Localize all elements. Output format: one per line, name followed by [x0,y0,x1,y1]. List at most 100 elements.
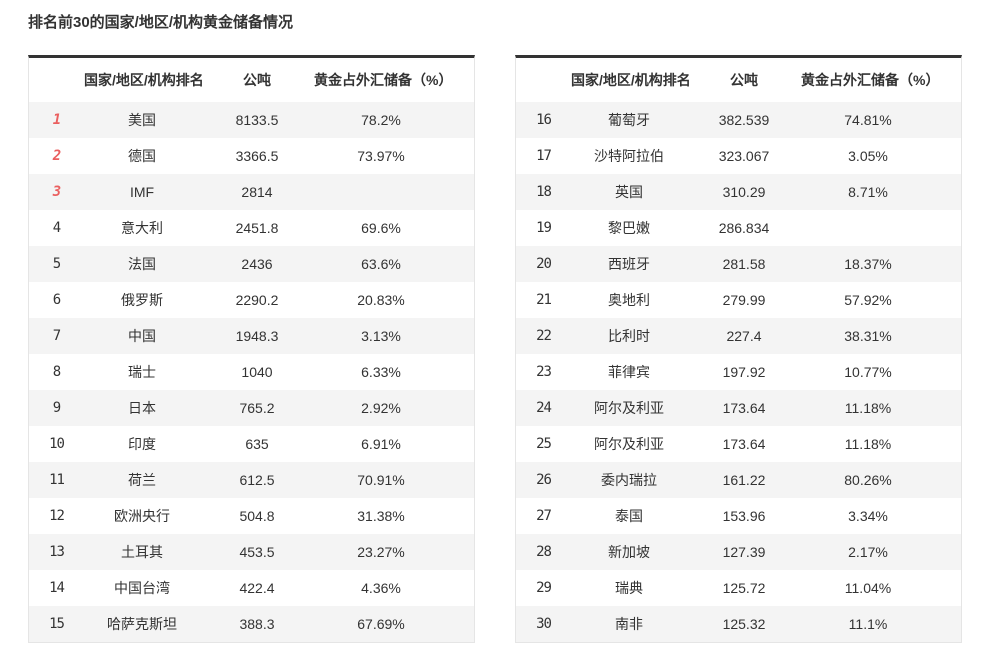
rank-cell: 23 [536,364,552,380]
percent-cell: 38.31% [801,318,961,354]
country-cell: 阿尔及利亚 [571,390,687,426]
rank-cell: 24 [516,390,571,426]
rank-cell: 30 [516,606,571,642]
rank-cell: 26 [516,462,571,498]
tonnes-cell: 8133.5 [200,102,314,138]
tonnes-cell: 227.4 [687,318,801,354]
tables-container: 国家/地区/机构排名 公吨 黄金占外汇储备（%） 1 美国 8133.5 78.2% 2 德国… [28,55,962,643]
rank-cell: 3 [29,174,84,210]
tonnes-cell: 127.39 [687,534,801,570]
percent-cell [801,210,961,246]
country-cell: 瑞士 [128,364,156,380]
percent-cell [314,174,474,210]
table-row: 18 英国 310.29 8.71% [516,174,961,210]
tonnes-cell: 635 [245,436,269,452]
rank-cell: 11 [29,462,84,498]
tonnes-cell: 197.92 [722,364,766,380]
country-cell: 瑞典 [615,580,643,596]
country-cell: 菲律宾 [608,364,650,380]
percent-cell: 2.17% [801,534,961,570]
column-header-share: 黄金占外汇储备（%） [314,58,474,102]
rank-cell: 27 [536,508,552,524]
country-cell: 英国 [571,174,687,210]
table-row: 14 中国台湾 422.4 4.36% [29,570,474,606]
percent-cell: 11.18% [844,436,892,452]
column-header-name: 国家/地区/机构排名 [571,58,691,102]
rank-cell: 10 [49,436,65,452]
percent-cell: 70.91% [314,462,474,498]
rank-cell: 2 [52,148,61,164]
table-row: 2 德国 3366.5 73.97% [29,138,474,174]
column-header-name: 国家/地区/机构排名 [84,58,204,102]
table-row: 17 沙特阿拉伯 323.067 3.05% [516,138,961,174]
tonnes-cell: 2290.2 [235,292,279,308]
tonnes-cell: 504.8 [239,508,275,524]
country-cell: 中国台湾 [114,580,170,596]
country-cell: 奥地利 [608,292,650,308]
column-header-rank [29,58,84,102]
table-row: 28 新加坡 127.39 2.17% [516,534,961,570]
percent-cell: 31.38% [357,508,405,524]
table-row: 4 意大利 2451.8 69.6% [29,210,474,246]
tonnes-cell: 161.22 [687,462,801,498]
rank-cell: 1 [29,102,84,138]
rank-cell: 29 [536,580,552,596]
table-row: 13 土耳其 453.5 23.27% [29,534,474,570]
tonnes-cell: 2436 [200,246,314,282]
percent-cell: 10.77% [844,364,892,380]
page-title: 排名前30的国家/地区/机构黄金储备情况 [28,14,294,31]
country-cell: 意大利 [121,220,163,236]
percent-cell: 3.05% [848,148,888,164]
rank-cell: 7 [29,318,84,354]
percent-cell: 78.2% [314,102,474,138]
country-cell: 中国 [84,318,200,354]
percent-cell: 3.13% [314,318,474,354]
percent-cell: 6.33% [361,364,401,380]
tonnes-cell: 453.5 [200,534,314,570]
country-cell: 泰国 [615,508,643,524]
rank-cell: 14 [49,580,65,596]
table-row: 24 阿尔及利亚 173.64 11.18% [516,390,961,426]
tonnes-cell: 125.32 [687,606,801,642]
table-row: 12 欧洲央行 504.8 31.38% [29,498,474,534]
table-row: 7 中国 1948.3 3.13% [29,318,474,354]
table-row: 15 哈萨克斯坦 388.3 67.69% [29,606,474,642]
table-row: 29 瑞典 125.72 11.04% [516,570,961,606]
table-row: 9 日本 765.2 2.92% [29,390,474,426]
country-cell: 俄罗斯 [121,292,163,308]
tonnes-cell: 388.3 [200,606,314,642]
tonnes-cell: 173.64 [687,390,801,426]
rank-cell: 8 [52,364,61,380]
rank-cell: 6 [52,292,61,308]
country-cell: 委内瑞拉 [571,462,687,498]
gold-reserves-table-left: 国家/地区/机构排名 公吨 黄金占外汇储备（%） 1 美国 8133.5 78.2% 2 德国… [28,55,475,643]
percent-cell: 3.34% [848,508,888,524]
country-cell: 哈萨克斯坦 [84,606,200,642]
tonnes-cell: 765.2 [200,390,314,426]
country-cell: 比利时 [571,318,687,354]
percent-cell: 57.92% [844,292,892,308]
tonnes-cell: 323.067 [718,148,770,164]
table-header-row: 国家/地区/机构排名 公吨 黄金占外汇储备（%） [29,58,474,102]
rank-cell: 4 [52,220,61,236]
tonnes-cell: 1948.3 [200,318,314,354]
tonnes-cell: 612.5 [200,462,314,498]
country-cell: 荷兰 [84,462,200,498]
tonnes-cell: 1040 [241,364,273,380]
rank-cell: 20 [516,246,571,282]
table-row: 21 奥地利 279.99 57.92% [516,282,961,318]
tonnes-cell: 286.834 [718,220,770,236]
tonnes-cell: 3366.5 [235,148,279,164]
tonnes-cell: 279.99 [722,292,766,308]
country-cell: 沙特阿拉伯 [594,148,664,164]
rank-cell: 17 [536,148,552,164]
percent-cell: 4.36% [361,580,401,596]
table-row: 6 俄罗斯 2290.2 20.83% [29,282,474,318]
country-cell: 南非 [571,606,687,642]
tonnes-cell: 422.4 [239,580,275,596]
table-row: 30 南非 125.32 11.1% [516,606,961,642]
percent-cell: 67.69% [314,606,474,642]
country-cell: 土耳其 [84,534,200,570]
country-cell: 新加坡 [571,534,687,570]
